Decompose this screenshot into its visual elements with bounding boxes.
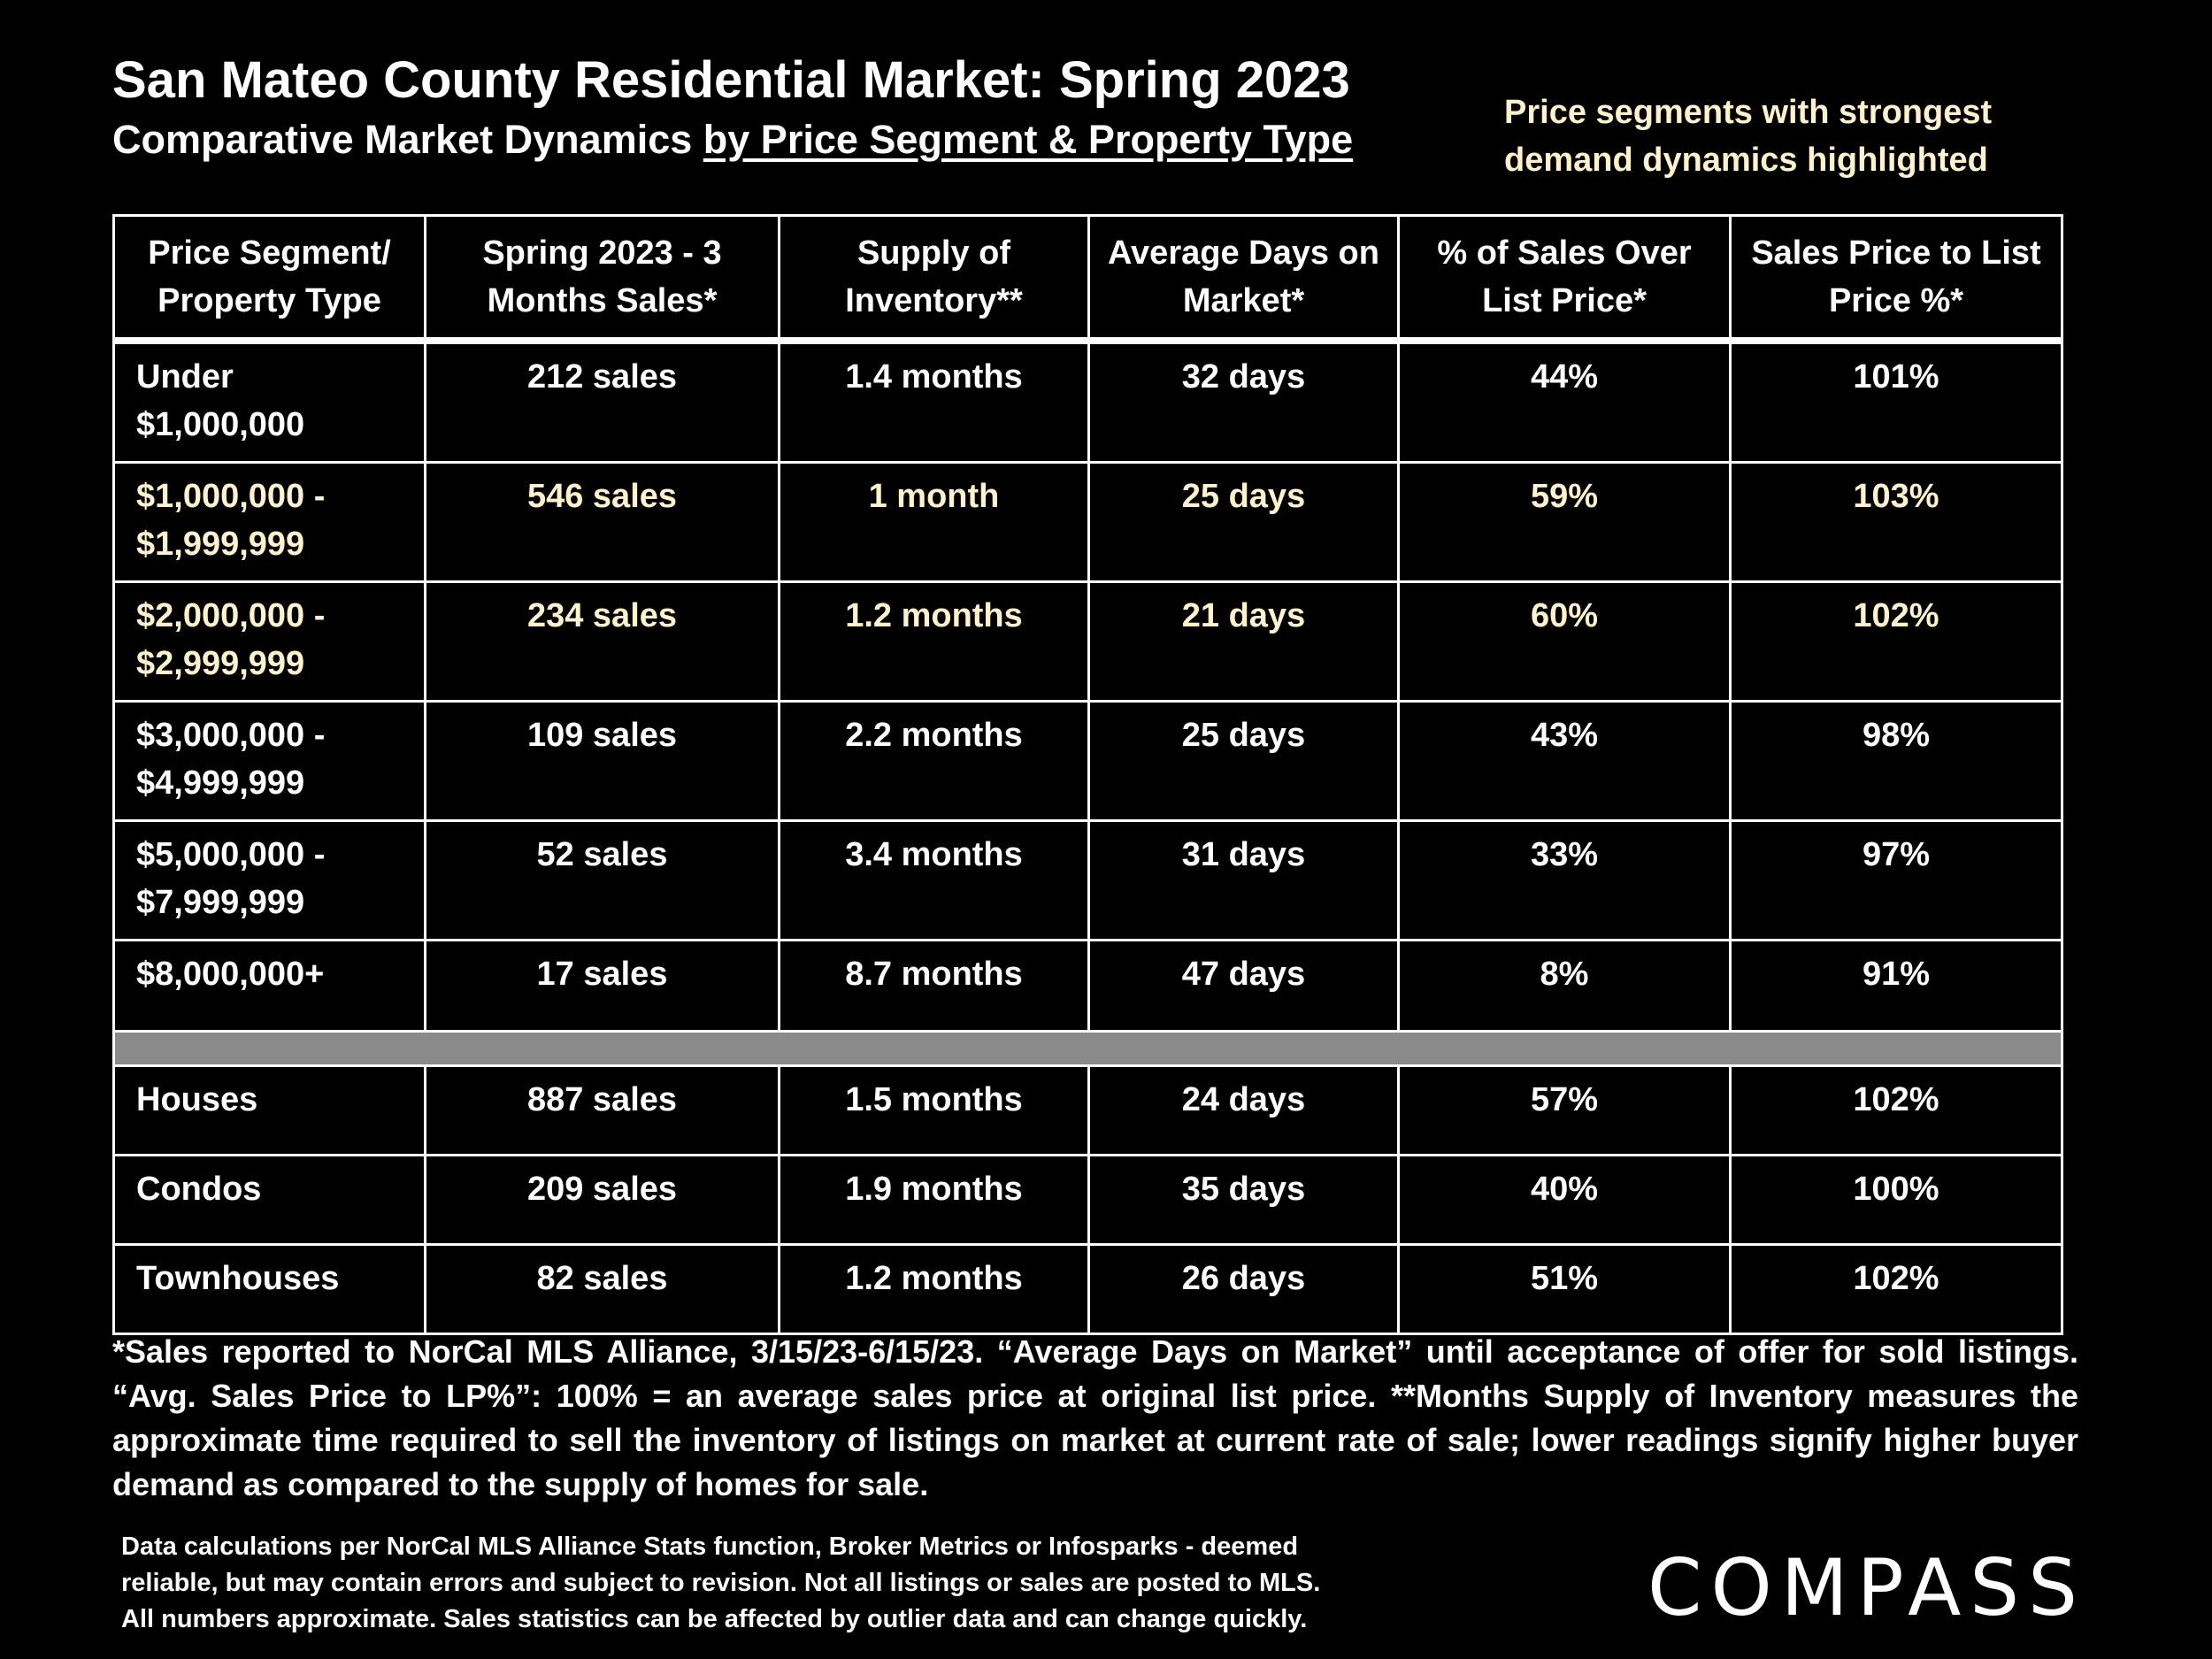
cell-label: Under $1,000,000 bbox=[112, 339, 426, 464]
cell-sp-lp: 102% bbox=[1729, 1243, 2063, 1335]
cell-dom: 31 days bbox=[1087, 819, 1400, 941]
subtitle-underlined: by Price Segment & Property Type bbox=[703, 117, 1354, 162]
header-days-on-market: Average Days on Market* bbox=[1087, 214, 1400, 344]
cell-dom: 25 days bbox=[1087, 461, 1400, 583]
cell-dom: 35 days bbox=[1087, 1154, 1400, 1246]
disclaimer-line1: Data calculations per NorCal MLS Allianc… bbox=[121, 1532, 1299, 1561]
cell-sp-lp: 101% bbox=[1729, 339, 2063, 464]
disclaimer-line2: reliable, but may contain errors and sub… bbox=[121, 1569, 1321, 1597]
table-row-segment-1m-2m: $1,000,000 - $1,999,999 546 sales 1 mont… bbox=[112, 461, 2063, 583]
cell-dom: 26 days bbox=[1087, 1243, 1400, 1335]
subtitle-plain: Comparative Market Dynamics bbox=[112, 117, 703, 162]
cell-dom: 47 days bbox=[1087, 939, 1400, 1033]
table-row-segment-2m-3m: $2,000,000 - $2,999,999 234 sales 1.2 mo… bbox=[112, 580, 2063, 703]
cell-over-list: 40% bbox=[1397, 1154, 1732, 1246]
separator-bar bbox=[112, 1030, 2063, 1067]
cell-sales: 52 sales bbox=[424, 819, 780, 941]
cell-sp-lp: 100% bbox=[1729, 1154, 2063, 1246]
cell-sales: 546 sales bbox=[424, 461, 780, 583]
cell-sales: 209 sales bbox=[424, 1154, 780, 1246]
table-row-segment-3m-5m: $3,000,000 - $4,999,999 109 sales 2.2 mo… bbox=[112, 700, 2063, 822]
cell-sales: 887 sales bbox=[424, 1064, 780, 1156]
table-row-segment-under-1m: Under $1,000,000 212 sales 1.4 months 32… bbox=[112, 339, 2063, 464]
cell-supply: 8.7 months bbox=[778, 939, 1090, 1033]
cell-supply: 1 month bbox=[778, 461, 1090, 583]
page-title: San Mateo County Residential Market: Spr… bbox=[112, 51, 1350, 109]
cell-dom: 32 days bbox=[1087, 339, 1400, 464]
cell-label: $3,000,000 - $4,999,999 bbox=[112, 700, 426, 822]
cell-sp-lp: 102% bbox=[1729, 580, 2063, 703]
cell-supply: 1.9 months bbox=[778, 1154, 1090, 1246]
cell-sp-lp: 97% bbox=[1729, 819, 2063, 941]
highlight-note: Price segments with strongest demand dyn… bbox=[1504, 88, 2124, 184]
highlight-note-line2: demand dynamics highlighted bbox=[1504, 142, 1988, 179]
table-row-houses: Houses 887 sales 1.5 months 24 days 57% … bbox=[112, 1064, 2063, 1156]
cell-sales: 212 sales bbox=[424, 339, 780, 464]
cell-sales: 234 sales bbox=[424, 580, 780, 703]
cell-sp-lp: 91% bbox=[1729, 939, 2063, 1033]
footnote: *Sales reported to NorCal MLS Alliance, … bbox=[112, 1333, 2078, 1502]
cell-dom: 24 days bbox=[1087, 1064, 1400, 1156]
cell-sales: 17 sales bbox=[424, 939, 780, 1033]
header-sales-over-list: % of Sales Over List Price* bbox=[1397, 214, 1732, 344]
cell-dom: 21 days bbox=[1087, 580, 1400, 703]
table-row-segment-8m-plus: $8,000,000+ 17 sales 8.7 months 47 days … bbox=[112, 939, 2063, 1033]
table-header-row: Price Segment/ Property Type Spring 2023… bbox=[112, 214, 2063, 344]
cell-over-list: 33% bbox=[1397, 819, 1732, 941]
cell-supply: 1.5 months bbox=[778, 1064, 1090, 1156]
cell-dom: 25 days bbox=[1087, 700, 1400, 822]
header-price-segment: Price Segment/ Property Type bbox=[112, 214, 426, 344]
cell-label: Condos bbox=[112, 1154, 426, 1246]
header-sales-to-list: Sales Price to List Price %* bbox=[1729, 214, 2063, 344]
cell-label: Houses bbox=[112, 1064, 426, 1156]
disclaimer: Data calculations per NorCal MLS Allianc… bbox=[121, 1529, 1413, 1638]
cell-label: $2,000,000 - $2,999,999 bbox=[112, 580, 426, 703]
cell-sales: 82 sales bbox=[424, 1243, 780, 1335]
cell-over-list: 51% bbox=[1397, 1243, 1732, 1335]
cell-label: $1,000,000 - $1,999,999 bbox=[112, 461, 426, 583]
compass-logo: COMPASS bbox=[1647, 1542, 2086, 1633]
market-dynamics-table-container: Price Segment/ Property Type Spring 2023… bbox=[112, 214, 2063, 1335]
cell-over-list: 59% bbox=[1397, 461, 1732, 583]
cell-supply: 3.4 months bbox=[778, 819, 1090, 941]
highlight-note-line1: Price segments with strongest bbox=[1504, 94, 1993, 131]
cell-over-list: 57% bbox=[1397, 1064, 1732, 1156]
table-separator-row bbox=[112, 1030, 2063, 1067]
disclaimer-line3: All numbers approximate. Sales statistic… bbox=[121, 1605, 1308, 1633]
cell-supply: 1.2 months bbox=[778, 580, 1090, 703]
cell-label: $8,000,000+ bbox=[112, 939, 426, 1033]
cell-over-list: 60% bbox=[1397, 580, 1732, 703]
cell-sales: 109 sales bbox=[424, 700, 780, 822]
market-dynamics-table: Price Segment/ Property Type Spring 2023… bbox=[112, 214, 2063, 1335]
cell-supply: 1.2 months bbox=[778, 1243, 1090, 1335]
page-subtitle: Comparative Market Dynamics by Price Seg… bbox=[112, 115, 1353, 165]
cell-label: $5,000,000 - $7,999,999 bbox=[112, 819, 426, 941]
cell-supply: 1.4 months bbox=[778, 339, 1090, 464]
cell-over-list: 44% bbox=[1397, 339, 1732, 464]
table-row-condos: Condos 209 sales 1.9 months 35 days 40% … bbox=[112, 1154, 2063, 1246]
cell-sp-lp: 102% bbox=[1729, 1064, 2063, 1156]
cell-label: Townhouses bbox=[112, 1243, 426, 1335]
header-supply: Supply of Inventory** bbox=[778, 214, 1090, 344]
table-row-townhouses: Townhouses 82 sales 1.2 months 26 days 5… bbox=[112, 1243, 2063, 1335]
cell-sp-lp: 98% bbox=[1729, 700, 2063, 822]
header-sales: Spring 2023 - 3 Months Sales* bbox=[424, 214, 780, 344]
cell-sp-lp: 103% bbox=[1729, 461, 2063, 583]
cell-supply: 2.2 months bbox=[778, 700, 1090, 822]
cell-over-list: 43% bbox=[1397, 700, 1732, 822]
table-row-segment-5m-8m: $5,000,000 - $7,999,999 52 sales 3.4 mon… bbox=[112, 819, 2063, 941]
cell-over-list: 8% bbox=[1397, 939, 1732, 1033]
